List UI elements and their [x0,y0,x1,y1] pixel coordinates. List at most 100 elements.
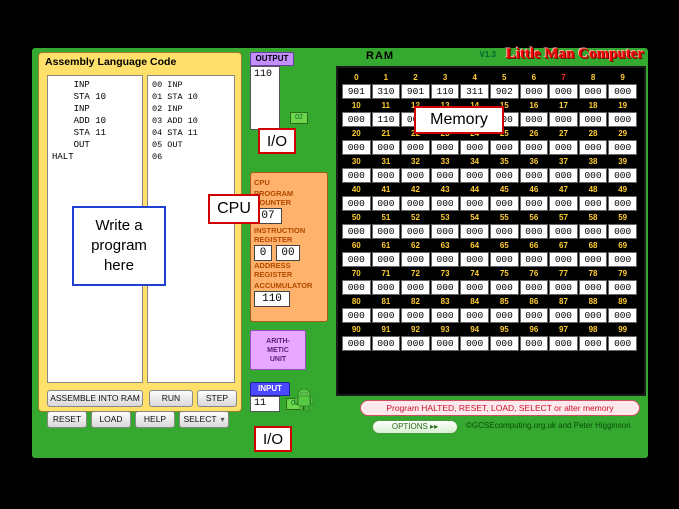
ram-cell[interactable]: 000 [372,308,401,323]
ram-cell[interactable]: 000 [608,308,637,323]
ram-cell[interactable]: 000 [372,168,401,183]
ram-cell[interactable]: 000 [460,168,489,183]
ram-cell[interactable]: 000 [372,224,401,239]
ram-cell[interactable]: 000 [549,168,578,183]
ram-cell[interactable]: 000 [342,140,371,155]
ram-cell[interactable]: 000 [460,140,489,155]
ram-cell[interactable]: 000 [549,84,578,99]
ram-cell[interactable]: 000 [372,280,401,295]
ram-cell[interactable]: 000 [579,140,608,155]
ram-cell[interactable]: 000 [460,308,489,323]
ram-cell[interactable]: 000 [579,224,608,239]
ram-cell[interactable]: 000 [608,84,637,99]
ram-cell[interactable]: 000 [372,196,401,211]
load-button[interactable]: LOAD [91,411,131,428]
ram-cell[interactable]: 110 [372,112,401,127]
ram-cell[interactable]: 311 [460,84,489,99]
ram-cell[interactable]: 110 [431,84,460,99]
help-button[interactable]: HELP [135,411,175,428]
ram-cell[interactable]: 000 [342,280,371,295]
ram-cell[interactable]: 000 [460,252,489,267]
ram-cell[interactable]: 000 [608,224,637,239]
input-box[interactable]: 11 [250,396,280,412]
ram-cell[interactable]: 902 [490,84,519,99]
assemble-button[interactable]: ASSEMBLE INTO RAM [47,390,143,407]
ram-cell[interactable]: 000 [372,336,401,351]
ram-cell[interactable]: 000 [608,336,637,351]
ram-cell[interactable]: 000 [520,84,549,99]
ram-cell[interactable]: 000 [372,140,401,155]
ram-cell[interactable]: 901 [342,84,371,99]
ram-cell[interactable]: 000 [490,140,519,155]
ram-cell[interactable]: 000 [342,336,371,351]
ram-cell[interactable]: 000 [401,308,430,323]
ram-cell[interactable]: 000 [520,112,549,127]
run-button[interactable]: RUN [149,390,193,407]
ram-cell[interactable]: 000 [490,224,519,239]
ram-cell[interactable]: 000 [401,224,430,239]
ram-cell[interactable]: 000 [431,308,460,323]
ram-cell[interactable]: 000 [579,84,608,99]
ram-cell[interactable]: 000 [608,168,637,183]
ram-cell[interactable]: 901 [401,84,430,99]
ram-cell[interactable]: 000 [549,140,578,155]
ram-cell[interactable]: 000 [490,196,519,211]
ram-cell[interactable]: 000 [401,336,430,351]
ram-cell[interactable]: 000 [549,196,578,211]
ram-cell[interactable]: 000 [401,140,430,155]
ram-cell[interactable]: 000 [431,168,460,183]
ram-cell[interactable]: 000 [401,252,430,267]
ram-cell[interactable]: 000 [460,336,489,351]
step-button[interactable]: STEP [197,390,237,407]
options-button[interactable]: OPTIONS [372,420,458,434]
ram-cell[interactable]: 000 [342,168,371,183]
ram-cell[interactable]: 000 [431,336,460,351]
ram-cell[interactable]: 000 [608,140,637,155]
ram-cell[interactable]: 000 [520,140,549,155]
ram-cell[interactable]: 000 [608,196,637,211]
ram-cell[interactable]: 000 [549,224,578,239]
ram-cell[interactable]: 000 [490,280,519,295]
ram-cell[interactable]: 000 [342,224,371,239]
ram-cell[interactable]: 000 [549,112,578,127]
ram-cell[interactable]: 000 [490,252,519,267]
ram-cell[interactable]: 000 [342,308,371,323]
ram-cell[interactable]: 000 [460,224,489,239]
ram-cell[interactable]: 000 [342,112,371,127]
ram-cell[interactable]: 000 [608,252,637,267]
ram-cell[interactable]: 000 [579,252,608,267]
reset-button[interactable]: RESET [47,411,87,428]
ram-cell[interactable]: 000 [608,112,637,127]
ram-cell[interactable]: 000 [520,308,549,323]
ram-cell[interactable]: 000 [549,280,578,295]
ram-cell[interactable]: 000 [520,336,549,351]
ram-cell[interactable]: 000 [460,280,489,295]
ram-cell[interactable]: 000 [549,336,578,351]
ram-cell[interactable]: 000 [401,196,430,211]
ram-cell[interactable]: 000 [579,112,608,127]
ram-cell[interactable]: 000 [579,280,608,295]
ram-cell[interactable]: 000 [549,252,578,267]
ram-cell[interactable]: 000 [431,252,460,267]
ram-cell[interactable]: 000 [579,196,608,211]
ram-cell[interactable]: 000 [431,280,460,295]
ram-cell[interactable]: 000 [401,168,430,183]
ram-cell[interactable]: 310 [372,84,401,99]
ram-cell[interactable]: 000 [520,196,549,211]
ram-cell[interactable]: 000 [490,308,519,323]
ram-cell[interactable]: 000 [549,308,578,323]
ram-cell[interactable]: 000 [579,308,608,323]
ram-cell[interactable]: 000 [520,224,549,239]
select-button[interactable]: SELECT [179,411,229,428]
ram-cell[interactable]: 000 [460,196,489,211]
ram-cell[interactable]: 000 [608,280,637,295]
ram-cell[interactable]: 000 [342,252,371,267]
ram-cell[interactable]: 000 [431,224,460,239]
ram-cell[interactable]: 000 [342,196,371,211]
ram-cell[interactable]: 000 [579,168,608,183]
ram-cell[interactable]: 000 [431,196,460,211]
ram-cell[interactable]: 000 [490,336,519,351]
ram-cell[interactable]: 000 [372,252,401,267]
ram-cell[interactable]: 000 [401,280,430,295]
ram-cell[interactable]: 000 [520,252,549,267]
